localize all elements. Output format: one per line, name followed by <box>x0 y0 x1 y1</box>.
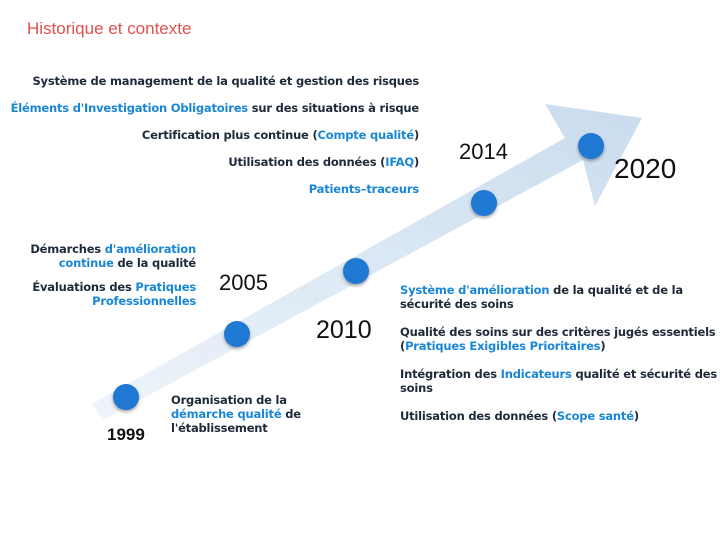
milestone-dot-2005 <box>224 321 250 347</box>
right-line-3: Qualité des soins sur des critères jugés… <box>400 325 716 339</box>
right-line-1: Système d'amélioration de la qualité et … <box>400 283 683 297</box>
milestone-dot-2014 <box>471 190 497 216</box>
right-line-2: sécurité des soins <box>400 297 514 311</box>
bottom-line-3: l'établissement <box>171 421 268 435</box>
year-1999: 1999 <box>107 425 145 444</box>
milestone-dot-2020 <box>578 133 604 159</box>
right-line-6: soins <box>400 381 433 395</box>
bottom-text-block: Organisation de la démarche qualité de l… <box>171 393 301 435</box>
left-line-3: Évaluations des Pratiques <box>32 280 196 294</box>
left-text-block: Démarches d'amélioration continue de la … <box>30 242 196 308</box>
left-line-1: Démarches d'amélioration <box>30 242 196 256</box>
top-line-5: Patients–traceurs <box>308 182 419 196</box>
right-line-4: (Pratiques Exigibles Prioritaires) <box>400 339 606 353</box>
year-2010: 2010 <box>316 316 372 344</box>
right-text-block: Système d'amélioration de la qualité et … <box>400 283 717 423</box>
milestone-dot-2010 <box>343 258 369 284</box>
page-title: Historique et contexte <box>27 19 192 38</box>
right-line-7: Utilisation des données (Scope santé) <box>400 409 639 423</box>
milestone-dot-1999 <box>113 384 139 410</box>
right-line-5: Intégration des Indicateurs qualité et s… <box>400 367 717 381</box>
top-line-4: Utilisation des données (IFAQ) <box>228 155 419 169</box>
left-line-2: continue de la qualité <box>58 256 196 270</box>
top-text-block: Système de management de la qualité et g… <box>10 74 420 196</box>
year-2014: 2014 <box>459 139 508 164</box>
bottom-line-2: démarche qualité de <box>171 407 301 421</box>
bottom-line-1: Organisation de la <box>171 393 287 407</box>
left-line-4: Professionnelles <box>92 294 196 308</box>
top-line-1: Système de management de la qualité et g… <box>32 74 419 88</box>
top-line-2: Éléments d'Investigation Obligatoires su… <box>10 101 420 115</box>
year-2005: 2005 <box>219 270 268 295</box>
year-2020: 2020 <box>614 153 677 184</box>
top-line-3: Certification plus continue (Compte qual… <box>141 128 419 142</box>
